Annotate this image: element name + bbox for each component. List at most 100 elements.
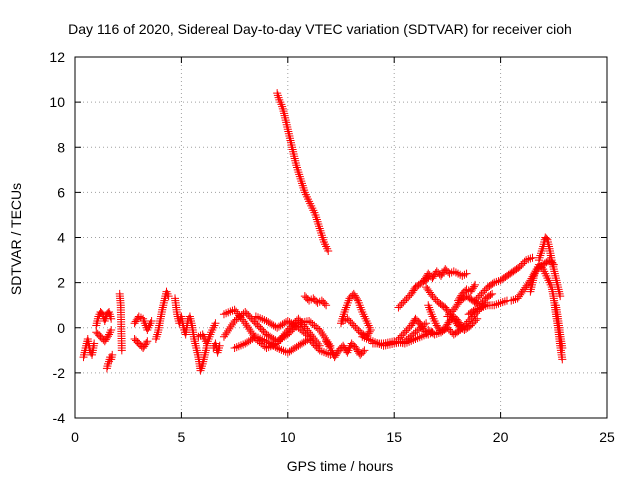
data-point [556, 292, 565, 301]
data-point [480, 286, 489, 295]
data-point [290, 154, 299, 163]
data-point [211, 319, 220, 328]
data-point [536, 251, 545, 260]
data-point [282, 120, 291, 129]
data-point [281, 113, 290, 122]
data-point [190, 335, 199, 344]
data-point [254, 313, 263, 322]
data-point [551, 274, 560, 283]
data-point [551, 271, 560, 280]
data-point [305, 296, 314, 305]
data-point [498, 298, 507, 307]
data-point [488, 289, 497, 298]
data-point [315, 346, 324, 355]
data-point [416, 320, 425, 329]
data-point [80, 350, 89, 359]
data-point [159, 298, 168, 307]
data-point [277, 345, 286, 354]
data-point [339, 310, 348, 319]
data-point [256, 334, 265, 343]
data-point [320, 299, 329, 308]
data-point [479, 288, 488, 297]
data-point [134, 312, 143, 321]
y-tick-label: -4 [53, 410, 66, 426]
data-point [350, 291, 359, 300]
data-point [254, 333, 263, 342]
data-point [432, 329, 441, 338]
data-point [360, 346, 369, 355]
data-point [131, 317, 140, 326]
data-point [490, 278, 499, 287]
data-point [297, 179, 306, 188]
data-point [107, 314, 116, 323]
data-point [315, 224, 324, 233]
data-point [289, 345, 298, 354]
data-point [317, 228, 326, 237]
data-point [100, 337, 109, 346]
data-point [473, 304, 482, 313]
data-point [500, 297, 509, 306]
data-point [292, 161, 301, 170]
y-tick-label: 10 [49, 94, 65, 110]
data-point [553, 280, 562, 289]
data-point [190, 337, 199, 346]
data-point [196, 331, 205, 340]
data-point [550, 269, 559, 278]
data-point [281, 116, 290, 125]
data-point [147, 316, 156, 325]
data-point [193, 348, 202, 357]
data-point [428, 292, 437, 301]
data-point [193, 350, 202, 359]
data-point [400, 296, 409, 305]
data-point [352, 345, 361, 354]
data-point [417, 322, 426, 331]
data-point [192, 344, 201, 353]
data-point [455, 294, 464, 303]
data-point [340, 343, 349, 352]
data-point [332, 349, 341, 358]
data-point [317, 347, 326, 356]
data-point [269, 321, 278, 330]
data-point [299, 338, 308, 347]
data-point [152, 332, 161, 341]
data-point [421, 274, 430, 283]
data-point [202, 344, 211, 353]
data-point [324, 349, 333, 358]
data-point [542, 234, 551, 243]
data-point [362, 334, 371, 343]
data-point [405, 337, 414, 346]
data-point [260, 316, 269, 325]
data-point [466, 287, 475, 296]
data-point [399, 298, 408, 307]
data-point [251, 312, 260, 321]
data-point [528, 253, 537, 262]
data-point [323, 338, 332, 347]
data-point [494, 299, 503, 308]
data-point [460, 320, 469, 329]
data-point [430, 293, 439, 302]
data-point [100, 316, 109, 325]
data-point [481, 301, 490, 310]
data-point [552, 278, 561, 287]
data-point [550, 267, 559, 276]
data-point [467, 285, 476, 294]
data-point [394, 335, 403, 344]
data-point [445, 269, 454, 278]
data-point [402, 338, 411, 347]
x-tick-label: 15 [386, 429, 402, 445]
data-point [349, 289, 358, 298]
x-tick-label: 20 [493, 429, 509, 445]
data-point [339, 316, 348, 325]
data-point [354, 326, 363, 335]
data-point [522, 256, 531, 265]
data-point [228, 306, 237, 315]
data-point [317, 231, 326, 240]
data-point [507, 296, 516, 305]
data-point [459, 322, 468, 331]
data-point [284, 127, 293, 136]
data-point [273, 323, 282, 332]
data-point [262, 344, 271, 353]
data-point [558, 344, 567, 353]
data-point [133, 314, 142, 323]
data-point [518, 259, 527, 268]
